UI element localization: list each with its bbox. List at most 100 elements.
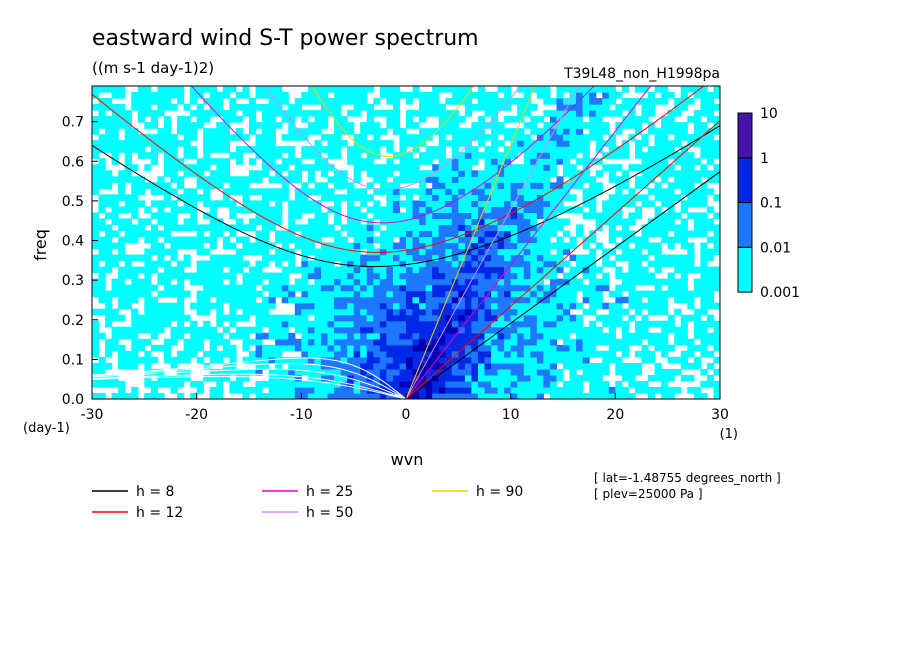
heat-cell — [510, 302, 518, 310]
heat-cell — [360, 122, 368, 129]
heat-cell — [621, 284, 630, 292]
heat-cell — [320, 320, 329, 328]
heat-cell — [425, 344, 433, 352]
heat-cell — [582, 368, 590, 376]
heat-cell — [255, 278, 263, 286]
heat-cell — [569, 164, 577, 171]
heat-cell — [713, 320, 720, 328]
heat-cell — [216, 278, 224, 286]
heat-cell — [654, 308, 662, 316]
heat-cell — [680, 146, 688, 153]
heat-cell — [563, 356, 571, 364]
heat-cell — [504, 146, 512, 153]
heat-cell — [190, 134, 198, 141]
heat-cell — [163, 236, 172, 244]
heat-cell — [412, 164, 420, 171]
heat-cell — [419, 314, 427, 322]
heat-cell — [458, 290, 466, 298]
heat-cell — [196, 338, 204, 346]
heat-cell — [118, 278, 126, 286]
heat-cell — [464, 392, 473, 399]
heat-cell — [294, 236, 302, 244]
heat-cell — [517, 368, 525, 376]
heat-cell — [517, 164, 525, 171]
heat-cell — [504, 374, 512, 382]
heat-cell — [124, 116, 132, 123]
heat-cell — [98, 272, 106, 280]
heat-cell — [497, 362, 505, 370]
heat-cell — [497, 368, 505, 376]
heat-cell — [334, 374, 342, 382]
heat-cell — [484, 362, 492, 370]
heat-cell — [340, 284, 348, 292]
heat-cell — [92, 368, 100, 376]
heat-cell — [510, 278, 518, 286]
heat-cell — [582, 86, 590, 93]
heat-cell — [641, 200, 649, 207]
heat-cell — [386, 140, 394, 147]
heat-cell — [334, 326, 342, 334]
heat-cell — [137, 278, 145, 286]
heat-cell — [196, 194, 204, 201]
heat-cell — [392, 104, 401, 111]
heat-cell — [477, 86, 486, 93]
heat-cell — [183, 224, 191, 232]
heat-cell — [379, 392, 387, 399]
heat-cell — [301, 188, 309, 195]
heat-cell — [314, 284, 322, 292]
heat-cell — [438, 236, 446, 244]
heat-cell — [92, 326, 100, 334]
heat-cell — [458, 134, 466, 141]
heat-cell — [589, 332, 597, 340]
heat-cell — [196, 386, 204, 394]
heat-cell — [255, 248, 263, 256]
heat-cell — [634, 320, 643, 328]
heat-cell — [438, 128, 446, 135]
heat-cell — [255, 344, 263, 352]
heat-cell — [477, 170, 486, 177]
heat-cell — [334, 284, 342, 292]
heat-cell — [412, 284, 420, 292]
heat-cell — [549, 284, 558, 292]
heat-cell — [504, 254, 512, 262]
heat-cell — [340, 320, 348, 328]
heat-cell — [268, 188, 276, 195]
heat-cell — [216, 200, 224, 207]
heat-cell — [563, 278, 571, 286]
heat-cell — [320, 296, 329, 304]
heat-cell — [510, 224, 518, 232]
heat-cell — [641, 224, 649, 232]
heat-cell — [563, 290, 571, 298]
heat-cell — [301, 278, 309, 286]
heat-cell — [150, 308, 159, 316]
heat-cell — [406, 152, 414, 159]
heat-cell — [275, 356, 283, 364]
heat-cell — [458, 284, 466, 292]
heat-cell — [216, 290, 224, 298]
heat-cell — [314, 344, 322, 352]
heat-cell — [98, 116, 106, 123]
heat-cell — [222, 350, 230, 358]
heat-cell — [386, 218, 394, 226]
heat-cell — [242, 326, 250, 334]
heat-cell — [327, 254, 335, 262]
heat-cell — [255, 146, 263, 153]
heat-cell — [399, 248, 407, 256]
heat-cell — [706, 380, 715, 388]
heat-cell — [706, 146, 715, 153]
heat-cell — [275, 326, 283, 334]
heat-cell — [569, 296, 577, 304]
heat-cell — [432, 212, 440, 220]
heat-cell — [419, 248, 427, 256]
colorbar-label: 10 — [760, 106, 778, 122]
heat-cell — [582, 284, 590, 292]
heat-cell — [137, 188, 145, 195]
heat-cell — [432, 104, 440, 111]
heat-cell — [504, 152, 512, 159]
heat-cell — [327, 368, 335, 376]
heat-cell — [693, 86, 701, 93]
heat-cell — [661, 98, 669, 105]
heat-cell — [491, 128, 499, 135]
heat-cell — [608, 332, 616, 340]
